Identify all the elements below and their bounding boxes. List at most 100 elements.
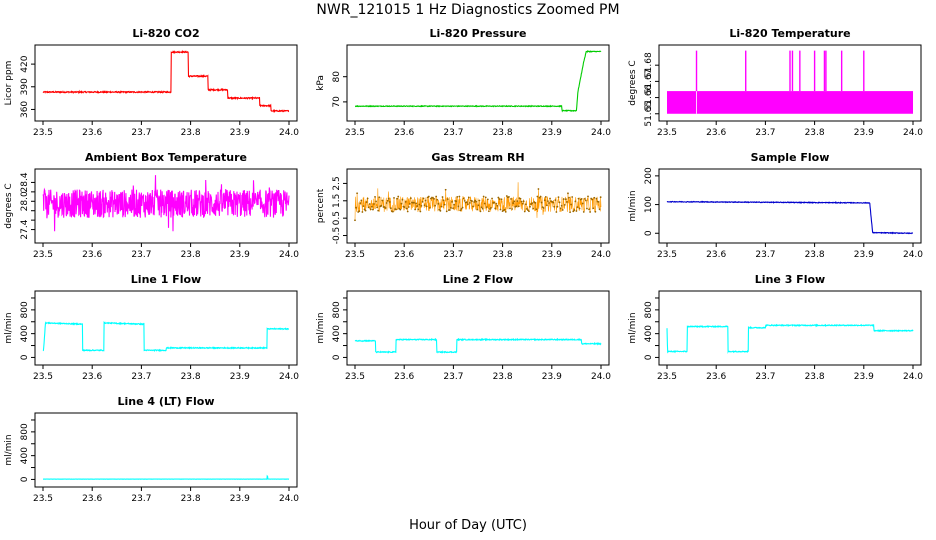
data-point: [545, 204, 548, 207]
data-point: [428, 206, 431, 209]
data-point: [450, 206, 452, 209]
data-point: [475, 200, 478, 203]
data-point: [407, 206, 410, 208]
y-axis-label: Licor ppm: [4, 61, 14, 106]
data-layer: [666, 323, 914, 354]
x-tick-label: 24.0: [591, 372, 611, 382]
y-tick-label: -0.5: [332, 227, 342, 245]
data-point: [583, 197, 586, 200]
x-tick-label: 24.0: [591, 128, 611, 138]
x-tick-label: 23.6: [706, 250, 726, 260]
data-point: [466, 203, 469, 206]
data-point: [571, 196, 574, 198]
y-tick-label: 400: [20, 447, 30, 464]
data-point: [499, 208, 502, 211]
panel-10: Line 4 (LT) Flow 23.5 23.6 23.7 23.8 23.9 24.0…: [4, 395, 299, 504]
data-point: [396, 197, 399, 200]
panel-2: Li-820 Pressure 23.5 23.6 23.7 23.8 23.9 24.0 7…: [316, 27, 611, 138]
data-point: [594, 210, 597, 213]
data-point: [508, 195, 510, 198]
data-point: [425, 205, 428, 208]
data-point: [525, 208, 528, 210]
data-point: [381, 199, 384, 202]
x-tick-label: 23.5: [657, 128, 677, 138]
data-point: [544, 196, 547, 198]
data-point: [505, 195, 508, 197]
data-point: [435, 195, 438, 198]
x-tick-label: 23.7: [755, 372, 775, 382]
y-tick-label: 2.5: [332, 176, 342, 190]
data-point: [473, 201, 476, 203]
data-point: [400, 202, 403, 205]
data-point: [443, 203, 446, 206]
data-point: [451, 201, 453, 203]
x-tick-label: 23.8: [805, 250, 825, 260]
panel-title: Line 2 Flow: [443, 273, 513, 286]
data-point: [498, 198, 501, 200]
data-point: [593, 196, 596, 199]
data-point: [387, 197, 390, 200]
data-point: [598, 208, 601, 211]
y-tick-label: 0: [332, 354, 342, 360]
y-tick-label: 51.65: [644, 101, 654, 127]
data-point: [497, 196, 500, 199]
data-point: [393, 197, 395, 199]
data-layer: [42, 175, 290, 232]
data-point: [355, 206, 357, 209]
data-point: [496, 204, 499, 207]
data-point: [376, 206, 379, 209]
series-line: [666, 200, 913, 235]
data-point: [404, 200, 407, 203]
data-point: [537, 188, 540, 190]
panel-title: Gas Stream RH: [431, 151, 524, 164]
x-tick-label: 23.6: [82, 494, 102, 504]
data-point: [441, 196, 444, 198]
data-point: [573, 209, 576, 211]
data-point: [500, 198, 503, 201]
panel-3: Li-820 Temperature 23.5 23.6 23.7 23.8 23.9 24…: [628, 27, 923, 138]
data-point: [388, 201, 391, 203]
x-tick-label: 23.9: [230, 128, 250, 138]
x-tick-label: 23.6: [706, 372, 726, 382]
data-point: [528, 210, 530, 213]
panel-4: Ambient Box Temperature 23.5 23.6 23.7 23.8 2…: [4, 151, 299, 260]
y-tick-label: 400: [644, 325, 654, 342]
y-tick-label: 51.68: [644, 52, 654, 78]
x-tick-label: 23.7: [755, 128, 775, 138]
figure-title: NWR_121015 1 Hz Diagnostics Zoomed PM: [316, 2, 620, 18]
x-tick-label: 23.6: [82, 250, 102, 260]
x-tick-label: 23.8: [805, 128, 825, 138]
y-tick-label: 0: [20, 476, 30, 482]
data-point: [375, 200, 377, 203]
x-axis-label: Hour of Day (UTC): [409, 518, 527, 533]
data-point: [559, 207, 562, 210]
panel-title: Line 3 Flow: [755, 273, 825, 286]
x-tick-label: 23.5: [657, 250, 677, 260]
y-axis-label: ml/min: [4, 312, 14, 343]
data-point: [479, 210, 482, 213]
data-point: [380, 204, 383, 207]
data-point: [542, 207, 545, 209]
data-point: [437, 202, 440, 205]
x-tick-label: 23.5: [345, 250, 365, 260]
data-point: [418, 203, 421, 206]
data-point: [482, 195, 485, 198]
data-point: [588, 208, 590, 211]
data-layer: [667, 50, 913, 114]
data-point: [572, 210, 575, 213]
x-tick-label: 24.0: [903, 128, 923, 138]
data-point: [416, 205, 419, 207]
data-point: [413, 201, 415, 204]
series-line: [354, 337, 602, 354]
series-line: [42, 175, 290, 232]
data-point: [361, 211, 364, 213]
data-point: [557, 196, 560, 199]
x-tick-label: 23.7: [443, 250, 463, 260]
data-point: [445, 210, 448, 213]
series-line: [43, 474, 290, 480]
x-tick-label: 23.9: [542, 250, 562, 260]
x-tick-label: 24.0: [591, 250, 611, 260]
x-tick-label: 23.9: [854, 250, 874, 260]
data-point: [465, 201, 468, 204]
x-tick-label: 23.8: [805, 372, 825, 382]
